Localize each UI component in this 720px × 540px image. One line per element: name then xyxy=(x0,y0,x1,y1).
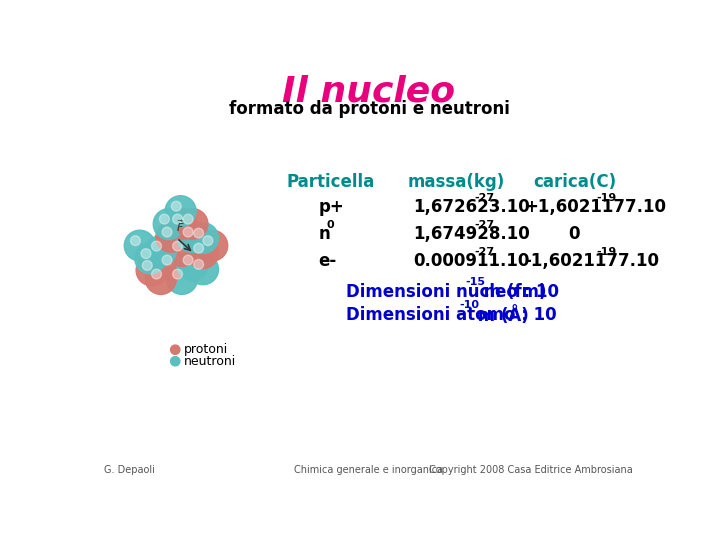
Circle shape xyxy=(125,230,156,261)
Circle shape xyxy=(159,214,169,224)
Circle shape xyxy=(171,356,180,366)
Circle shape xyxy=(166,235,197,266)
Circle shape xyxy=(166,208,197,239)
Circle shape xyxy=(194,228,204,238)
Text: protoni: protoni xyxy=(184,343,228,356)
Circle shape xyxy=(143,260,152,271)
Text: $\vec{F}$: $\vec{F}$ xyxy=(176,218,185,234)
Text: -10: -10 xyxy=(459,300,480,310)
Text: G. Depaoli: G. Depaoli xyxy=(104,465,155,475)
Circle shape xyxy=(130,236,140,246)
Circle shape xyxy=(187,238,218,268)
Text: Particella: Particella xyxy=(286,173,374,191)
Text: m (fm): m (fm) xyxy=(477,283,546,301)
Circle shape xyxy=(203,236,213,246)
Text: 0: 0 xyxy=(326,220,334,229)
Text: -1,6021177.10: -1,6021177.10 xyxy=(524,252,659,270)
Circle shape xyxy=(177,208,208,239)
Circle shape xyxy=(187,222,218,253)
Circle shape xyxy=(136,255,167,286)
Circle shape xyxy=(197,230,228,261)
Circle shape xyxy=(145,235,176,266)
Circle shape xyxy=(135,243,166,274)
Text: n: n xyxy=(319,225,330,243)
Text: -15: -15 xyxy=(465,278,485,287)
Text: 0: 0 xyxy=(569,225,580,243)
Circle shape xyxy=(194,259,204,269)
Text: neutroni: neutroni xyxy=(184,355,236,368)
Circle shape xyxy=(177,249,208,280)
Circle shape xyxy=(183,255,193,265)
Circle shape xyxy=(173,241,183,251)
Text: carica(C): carica(C) xyxy=(533,173,616,191)
Text: -19: -19 xyxy=(597,247,617,256)
Text: -27: -27 xyxy=(474,220,495,229)
Circle shape xyxy=(165,195,196,226)
Text: m (Å): m (Å) xyxy=(472,306,528,325)
Text: -19: -19 xyxy=(597,193,617,202)
Circle shape xyxy=(162,255,172,265)
Circle shape xyxy=(156,249,187,280)
Text: p+: p+ xyxy=(319,198,344,216)
Text: -27: -27 xyxy=(474,193,495,202)
Circle shape xyxy=(183,214,193,224)
Text: massa(kg): massa(kg) xyxy=(408,173,505,191)
Circle shape xyxy=(166,264,197,294)
Text: Chimica generale e inorganica: Chimica generale e inorganica xyxy=(294,465,444,475)
Text: -27: -27 xyxy=(474,247,495,256)
Circle shape xyxy=(194,244,204,253)
Text: Copyright 2008 Casa Editrice Ambrosiana: Copyright 2008 Casa Editrice Ambrosiana xyxy=(428,465,632,475)
Circle shape xyxy=(171,201,181,211)
Circle shape xyxy=(183,227,193,237)
Circle shape xyxy=(173,269,183,279)
Text: 1,672623.10: 1,672623.10 xyxy=(413,198,530,216)
Circle shape xyxy=(171,345,180,354)
Text: 0.000911.10: 0.000911.10 xyxy=(413,252,529,270)
Circle shape xyxy=(145,264,176,294)
Circle shape xyxy=(151,241,161,251)
Circle shape xyxy=(177,221,208,252)
Circle shape xyxy=(156,221,187,252)
Circle shape xyxy=(141,249,151,259)
Circle shape xyxy=(173,214,183,224)
Circle shape xyxy=(162,227,172,237)
Circle shape xyxy=(187,254,218,285)
Circle shape xyxy=(153,208,184,239)
Text: Il nucleo: Il nucleo xyxy=(282,75,456,109)
Circle shape xyxy=(151,269,161,279)
Text: Dimensioni nucleo : 10: Dimensioni nucleo : 10 xyxy=(346,283,559,301)
Text: +1,6021177.10: +1,6021177.10 xyxy=(524,198,666,216)
Text: Dimensioni atomo : 10: Dimensioni atomo : 10 xyxy=(346,306,557,324)
Text: e-: e- xyxy=(319,252,337,270)
Text: formato da protoni e neutroni: formato da protoni e neutroni xyxy=(228,100,510,118)
Text: 1,674928.10: 1,674928.10 xyxy=(413,225,530,243)
